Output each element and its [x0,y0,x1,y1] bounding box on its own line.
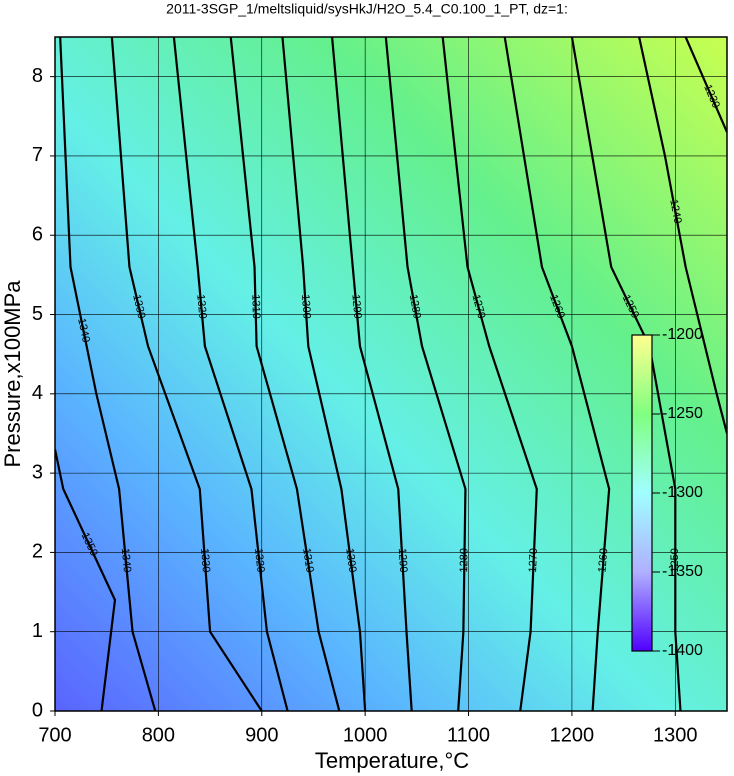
contour-line [229,37,341,711]
plot-frame [54,36,728,712]
colorbar-tick-label: -1400 [662,642,703,659]
contour-line [503,37,611,711]
x-tick-label: 800 [142,724,175,746]
contour-label: 1340 [75,317,92,343]
contour-line [638,37,727,434]
contour-label: 1250 [669,548,681,572]
contour-line [281,37,367,711]
colorbar-tick-label: -1200 [662,326,703,343]
contour-label: 1320 [252,548,267,574]
contour-line [384,37,467,711]
y-tick-label: 4 [32,382,43,404]
chart-title: 2011-3SGP_1/meltsliquid/sysHkJ/H2O_5.4_C… [166,1,568,17]
y-tick-label: 5 [32,303,43,325]
y-tick-label: 6 [32,224,43,246]
contour-label: 1270 [527,548,540,573]
y-tick-label: 2 [32,541,43,563]
contour-line [330,37,413,711]
colorbar [631,334,653,652]
contour-line [684,37,727,133]
contour-label: 1330 [198,548,212,573]
x-tick-label: 1300 [653,724,698,746]
contour-line [441,37,538,711]
contour-line [110,37,263,711]
contour-line [59,37,157,711]
plot-background [55,37,727,711]
contour-label: 1290 [349,294,363,319]
x-tick-label: 1000 [343,724,388,746]
y-tick-label: 3 [32,461,43,483]
y-axis-label: Pressure,x100MPa [0,280,25,468]
contour-label: 1300 [299,294,313,319]
contour-label: 1310 [300,547,316,573]
contour-label: 1300 [343,547,358,573]
x-tick-label: 900 [245,724,278,746]
y-tick-label: 8 [32,65,43,87]
contour-label: 1290 [396,548,409,573]
contour-label: 1320 [194,294,208,319]
y-tick-label: 1 [32,620,43,642]
contour-line [570,37,682,711]
x-tick-label: 1100 [447,724,490,746]
contour-label: 1310 [249,294,262,319]
contour-label: 1260 [596,548,610,573]
y-tick-label: 7 [32,144,43,166]
y-tick-label: 0 [32,699,43,721]
contour-label: 1340 [119,548,133,574]
x-tick-label: 1200 [550,724,595,746]
colorbar-tick-label: -1350 [662,563,703,580]
contour-label: 1280 [458,548,470,573]
contour-line [55,449,117,711]
colorbar-tick-label: -1300 [662,484,703,501]
colorbar-tick-label: -1250 [662,405,703,422]
x-axis-label: Temperature,°C [315,748,469,773]
contour-label: 1330 [130,293,147,320]
contour-label: 1240 [667,198,683,224]
contour-line [172,37,289,711]
x-tick-label: 700 [38,724,71,746]
contour-label: 1280 [407,293,423,319]
